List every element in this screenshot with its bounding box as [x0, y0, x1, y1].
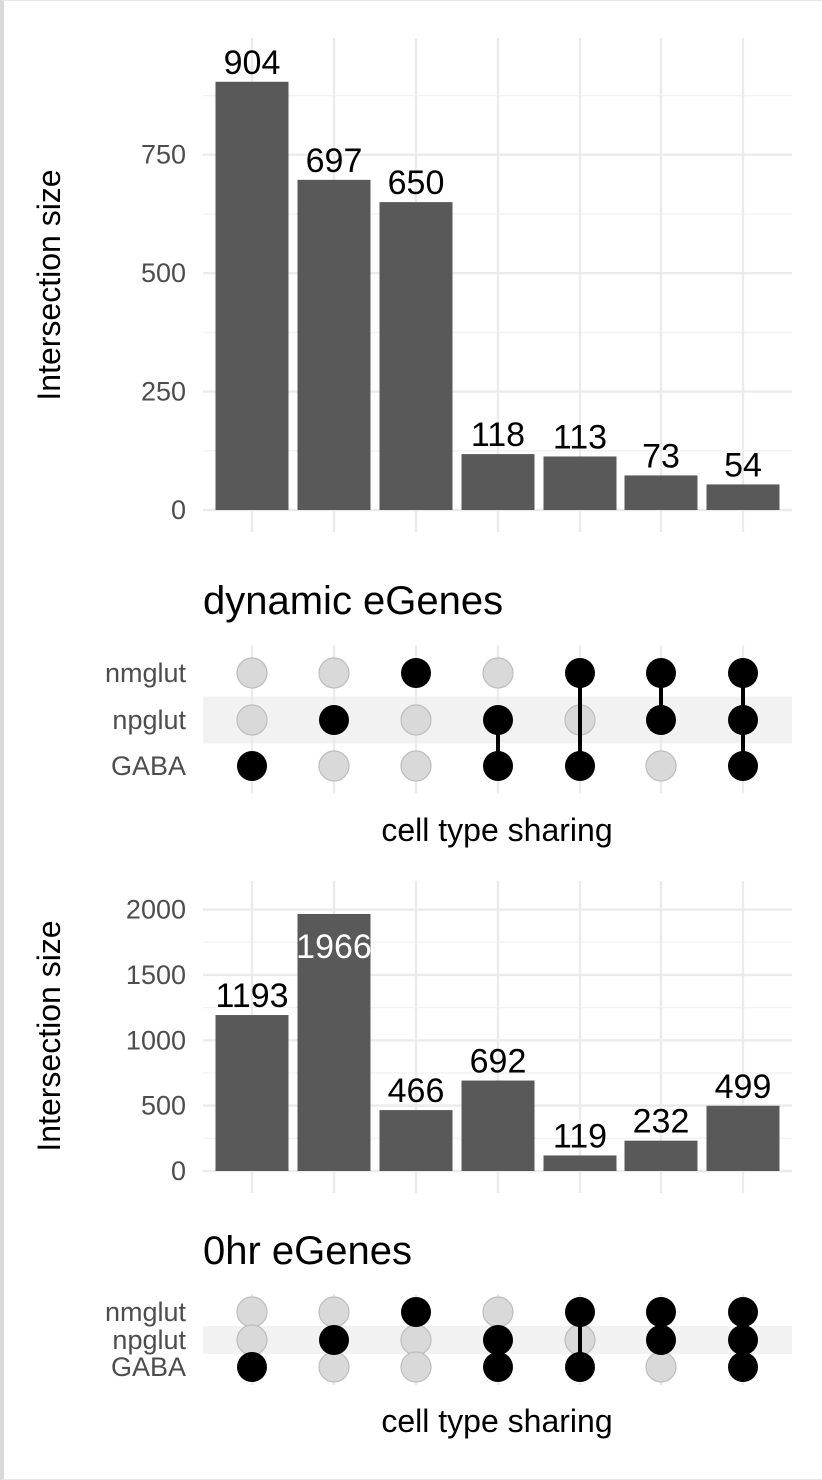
bar — [297, 179, 371, 510]
matrix-dot-empty — [400, 1324, 432, 1356]
bar — [706, 484, 780, 510]
set-label: npglut — [112, 1325, 186, 1355]
y-axis-title: Intersection size — [31, 169, 67, 400]
bar — [706, 1105, 780, 1171]
bar — [215, 81, 289, 510]
panel-title-0hr: 0hr eGenes — [203, 1229, 412, 1273]
matrix-dot-filled — [401, 658, 431, 688]
bar-label: 1966 — [296, 928, 372, 966]
matrix-dot-filled — [565, 658, 595, 688]
matrix-dot-empty — [318, 1296, 350, 1328]
matrix-dot-empty — [482, 1296, 514, 1328]
matrix-dot-filled — [728, 1325, 758, 1355]
matrix-dot-empty — [482, 657, 514, 689]
bar — [624, 1140, 698, 1171]
bar-label: 113 — [553, 418, 607, 456]
matrix-dot-filled — [319, 705, 349, 735]
matrix-dot-filled — [728, 1297, 758, 1327]
x-axis-title-0hr: cell type sharing — [381, 1403, 612, 1439]
y-tick-label: 1000 — [126, 1025, 186, 1055]
panel-title-dynamic: dynamic eGenes — [203, 579, 503, 623]
bar — [379, 202, 453, 510]
matrix-dot-filled — [646, 1297, 676, 1327]
matrix-dot-filled — [237, 751, 267, 781]
y-tick-label: 0 — [171, 495, 186, 525]
matrix-dot-filled — [565, 1352, 595, 1382]
matrix-dot-filled — [646, 705, 676, 735]
y-tick-label: 2000 — [126, 895, 186, 925]
matrix-dot-filled — [728, 705, 758, 735]
matrix-dot-filled — [483, 705, 513, 735]
set-label: GABA — [111, 751, 186, 781]
matrix-dot-filled — [401, 1297, 431, 1327]
bar-label: 692 — [470, 1043, 527, 1081]
y-tick-label: 750 — [141, 140, 186, 170]
matrix-dot-empty — [318, 1351, 350, 1383]
bar — [461, 454, 535, 510]
bar-label: 232 — [633, 1103, 690, 1141]
matrix-dot-filled — [728, 1352, 758, 1382]
bar-label: 54 — [724, 446, 762, 484]
matrix-dot-filled — [237, 1352, 267, 1382]
matrix-dot-empty — [318, 657, 350, 689]
matrix-dot-empty — [236, 1324, 268, 1356]
x-axis-title-dynamic: cell type sharing — [381, 812, 612, 848]
matrix-dot-filled — [483, 1352, 513, 1382]
bar-label: 650 — [388, 164, 445, 202]
matrix-dot-filled — [483, 1325, 513, 1355]
y-tick-label: 500 — [141, 1091, 186, 1121]
bar-label: 904 — [224, 44, 281, 82]
bar — [379, 1110, 453, 1171]
matrix-dot-empty — [236, 1296, 268, 1328]
bar — [543, 456, 617, 510]
y-axis-title: Intersection size — [31, 920, 67, 1151]
matrix-dot-filled — [646, 1325, 676, 1355]
bar-label: 119 — [553, 1117, 607, 1155]
y-tick-label: 250 — [141, 377, 186, 407]
matrix-dot-empty — [645, 1351, 677, 1383]
set-label: nmglut — [105, 1297, 187, 1327]
matrix-dot-filled — [483, 751, 513, 781]
bar-label: 73 — [642, 437, 680, 475]
y-tick-label: 0 — [171, 1156, 186, 1186]
matrix-dot-empty — [400, 1351, 432, 1383]
matrix-dot-filled — [646, 658, 676, 688]
matrix-dot-empty — [236, 657, 268, 689]
bar-label: 466 — [388, 1072, 445, 1110]
matrix-dot-filled — [565, 1297, 595, 1327]
bar — [215, 1015, 289, 1171]
bar — [461, 1080, 535, 1171]
set-label: nmglut — [105, 658, 187, 688]
bar-chart-dynamic: 0 250 500 750 904 697 650 118 113 73 54 Intersectio… — [31, 38, 792, 532]
bar — [624, 475, 698, 510]
matrix-dot-filled — [319, 1325, 349, 1355]
matrix-dot-empty — [400, 704, 432, 736]
set-label: npglut — [112, 705, 186, 735]
matrix-dot-empty — [318, 750, 350, 782]
bar — [543, 1155, 617, 1171]
matrix-dot-empty — [645, 750, 677, 782]
matrix-dot-filled — [565, 751, 595, 781]
matrix-dot-filled — [728, 751, 758, 781]
bar-label: 1193 — [215, 977, 288, 1015]
matrix-dot-empty — [400, 750, 432, 782]
bar-label: 697 — [306, 142, 363, 180]
y-tick-label: 1500 — [126, 960, 186, 990]
bar — [297, 913, 371, 1171]
bar-label: 499 — [715, 1068, 772, 1106]
set-label: GABA — [111, 1352, 186, 1382]
y-tick-label: 500 — [141, 258, 186, 288]
matrix-dot-empty — [236, 704, 268, 736]
matrix-dot-filled — [728, 658, 758, 688]
bar-label: 118 — [471, 416, 525, 454]
matrix-dynamic: nmglut npglut GABA — [105, 645, 792, 794]
